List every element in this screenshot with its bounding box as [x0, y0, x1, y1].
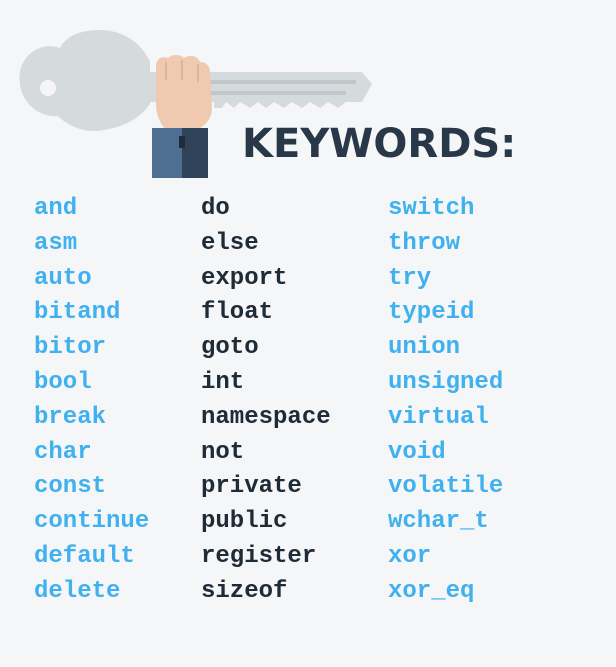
keyword: void [388, 438, 446, 466]
keyword: int [201, 368, 245, 396]
keyword: register [201, 542, 317, 570]
keyword-column-3: switch throw try typeid union unsigned v… [388, 192, 503, 610]
keyword: not [201, 438, 245, 466]
keyword: throw [388, 229, 461, 257]
keyword: export [201, 264, 288, 292]
keyword: try [388, 264, 432, 292]
keyword-column-2: do else export float goto int namespace … [201, 192, 331, 610]
keyword-column-1: and asm auto bitand bitor bool break cha… [34, 192, 149, 610]
keyword: float [201, 299, 274, 327]
keyword: namespace [201, 403, 331, 431]
keyword: switch [388, 195, 475, 222]
keyword: bitor [34, 334, 107, 362]
keyword: xor_eq [388, 577, 475, 605]
keyword: volatile [388, 473, 504, 501]
keyword: char [34, 438, 92, 466]
keyword: bitand [34, 299, 121, 327]
key-icon [19, 30, 372, 132]
keyword: virtual [388, 403, 489, 431]
keyword: typeid [388, 299, 475, 327]
keyword: wchar_t [388, 508, 489, 536]
keyword: auto [34, 264, 92, 292]
keyword: private [201, 473, 302, 501]
keyword: asm [34, 229, 78, 257]
keyword: default [34, 542, 135, 570]
page-title: KEYWORDS: [242, 121, 517, 167]
keyword: else [201, 229, 259, 257]
key-in-hand-icon [19, 30, 372, 178]
keyword: break [34, 403, 107, 431]
keyword: continue [34, 508, 150, 536]
keyword: const [34, 473, 107, 501]
keyword: bool [34, 368, 92, 396]
keyword: public [201, 508, 288, 536]
keyword: goto [201, 334, 259, 362]
keyword: do [201, 195, 230, 222]
keyword: sizeof [201, 577, 288, 605]
keyword: delete [34, 577, 121, 605]
keyword: xor [388, 542, 432, 570]
hand-icon [152, 55, 212, 178]
keyword: unsigned [388, 368, 504, 396]
keyword: union [388, 334, 461, 362]
keyword: and [34, 195, 78, 222]
